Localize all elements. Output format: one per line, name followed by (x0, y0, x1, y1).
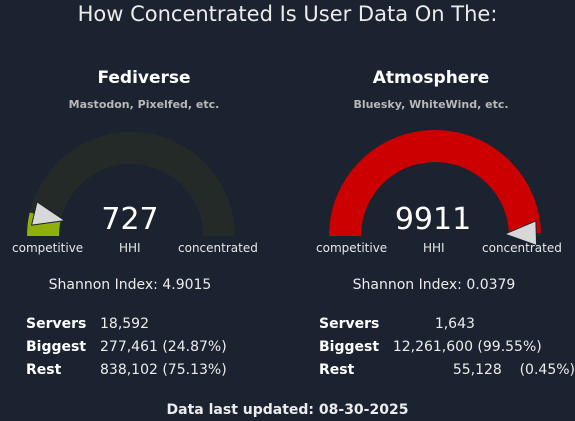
panel-subtitle: Bluesky, WhiteWind, etc. (353, 98, 509, 111)
stat-label: Biggest (319, 338, 380, 355)
stats-table: Servers 1,643 Biggest 12,261,600 (99.55%… (319, 312, 575, 381)
stat-value: 838,102 (75.13%) (100, 361, 227, 378)
hhi-value: 727 (101, 202, 159, 237)
hhi-gauge (27, 132, 235, 236)
hhi-label: HHI (119, 241, 141, 255)
hhi-label: HHI (423, 241, 445, 255)
shannon-index: Shannon Index: 4.9015 (48, 277, 212, 293)
panel-subtitle: Mastodon, Pixelfed, etc. (68, 98, 220, 111)
stat-label: Biggest (26, 338, 87, 355)
stats-table: Servers 18,592 Biggest 277,461 (24.87%) … (26, 312, 227, 381)
stats-row-biggest: Biggest 277,461 (24.87%) (26, 335, 227, 358)
gauge-needle (503, 220, 538, 245)
stat-label: Servers (26, 315, 87, 332)
stat-label: Servers (319, 315, 380, 332)
stat-label: Rest (26, 361, 62, 378)
stat-label: Rest (319, 361, 355, 378)
atmosphere-panel: Atmosphere Bluesky, WhiteWind, etc. 9911… (287, 0, 575, 400)
fediverse-panel: Fediverse Mastodon, Pixelfed, etc. 727 c… (0, 0, 288, 400)
stats-row-servers: Servers 1,643 (319, 312, 575, 335)
page-title: How Concentrated Is User Data On The: (77, 2, 498, 26)
shannon-index: Shannon Index: 0.0379 (352, 277, 516, 293)
panel-title: Fediverse (97, 68, 191, 88)
stat-value: 1,643 (434, 315, 475, 332)
hhi-gauge (329, 129, 541, 245)
panel-title: Atmosphere (372, 68, 490, 88)
stats-row-servers: Servers 18,592 (26, 312, 227, 335)
gauge-max-label: concentrated (178, 241, 258, 255)
stats-row-rest: Rest 838,102 (75.13%) (26, 358, 227, 381)
stat-value: 12,261,600 (99.55%) (392, 338, 542, 355)
stats-row-rest: Rest 55,128 (0.45%) (319, 358, 575, 381)
last-updated: Data last updated: 08-30-2025 (166, 402, 409, 418)
gauge-max-label: concentrated (482, 241, 562, 255)
gauge-min-label: competitive (12, 241, 84, 255)
gauge-min-label: competitive (316, 241, 388, 255)
stat-value: 18,592 (100, 315, 149, 332)
hhi-value: 9911 (394, 202, 472, 237)
stat-value: 55,128 (0.45%) (452, 361, 575, 378)
gauge-track (27, 132, 235, 236)
stats-row-biggest: Biggest 12,261,600 (99.55%) (319, 335, 575, 358)
gauge-needle (30, 201, 67, 226)
gauge-fill (329, 129, 541, 236)
stat-value: 277,461 (24.87%) (100, 338, 227, 355)
